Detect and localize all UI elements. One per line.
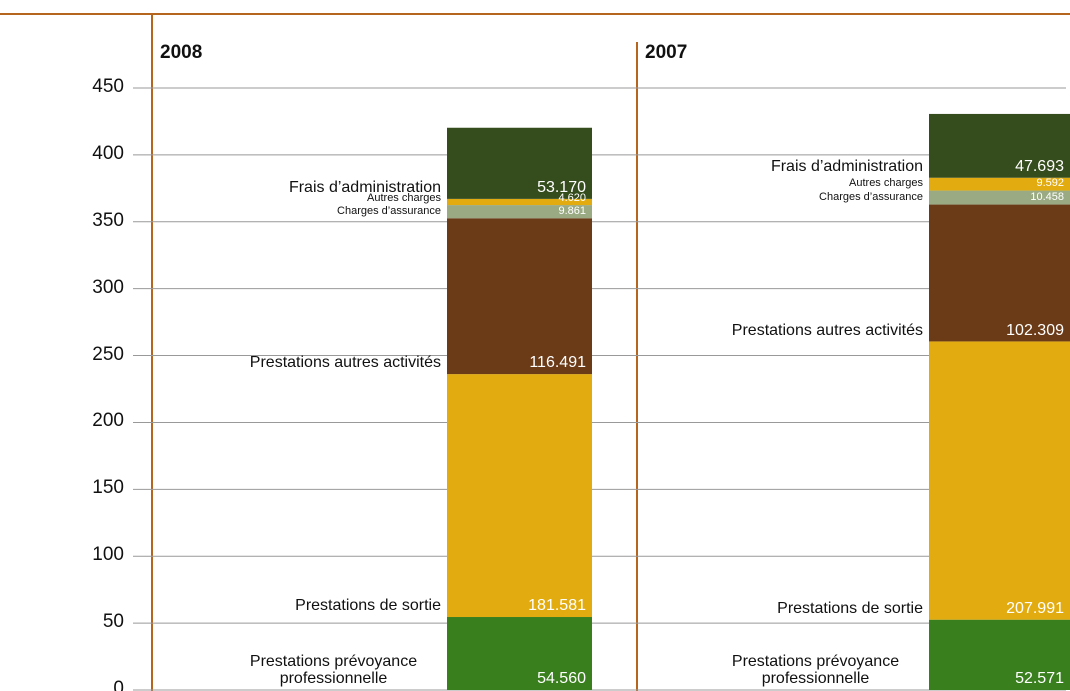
bar-segment <box>929 177 1070 191</box>
y-tick-label: 350 <box>92 209 124 231</box>
value-label: 102.309 <box>1006 321 1064 339</box>
y-tick-label: 200 <box>92 410 124 432</box>
bar-segment <box>447 198 592 206</box>
bar-segment <box>929 341 1070 620</box>
value-label: 4.620 <box>558 191 586 204</box>
segment-label: Charges d’assurance <box>819 191 923 204</box>
value-label: 9.592 <box>1036 177 1064 190</box>
value-label: 207.991 <box>1006 599 1064 617</box>
panel-title: 2007 <box>645 42 688 63</box>
segment-label: Charges d’assurance <box>337 204 441 217</box>
value-label: 52.571 <box>1015 670 1064 688</box>
y-tick-label: 100 <box>92 544 124 566</box>
segment-label: Frais d’administration <box>770 157 923 175</box>
bar-segment <box>447 374 592 618</box>
segment-label: Autres charges <box>849 177 923 190</box>
segment-label: Prestations autres activités <box>249 354 441 372</box>
bar-segment <box>929 204 1070 342</box>
y-tick-label: 450 <box>92 76 124 97</box>
value-label: 181.581 <box>528 597 586 615</box>
segment-label: Prestations de sortie <box>777 599 923 617</box>
segment-label: Autres charges <box>367 191 441 204</box>
segment-label: Prestations prévoyance professionnelle <box>249 653 418 688</box>
bar-segment <box>447 617 592 690</box>
value-label: 54.560 <box>537 670 586 688</box>
y-tick-label: 150 <box>92 477 124 499</box>
y-tick-label: 300 <box>92 276 124 298</box>
bar-segment <box>929 113 1070 178</box>
bar-segment <box>447 218 592 375</box>
y-tick-label: 250 <box>92 343 124 365</box>
value-label: 53.170 <box>537 179 586 197</box>
value-label: 47.693 <box>1015 157 1064 175</box>
value-label: 10.458 <box>1030 191 1064 204</box>
y-tick-label: 0 <box>113 678 124 691</box>
y-tick-label: 50 <box>102 611 124 633</box>
value-label: 116.491 <box>529 354 586 372</box>
bar-segment <box>929 190 1070 205</box>
segment-label: Prestations de sortie <box>295 597 441 615</box>
segment-label: Prestations autres activités <box>731 321 923 339</box>
bar-segment <box>447 205 592 219</box>
bar-segment <box>929 619 1070 690</box>
segment-label: Prestations prévoyance professionnelle <box>731 653 900 688</box>
panel-title: 2008 <box>160 42 203 63</box>
value-label: 9.861 <box>558 204 586 217</box>
y-tick-label: 400 <box>92 142 124 164</box>
bar-segment <box>447 127 592 199</box>
segment-label: Frais d’administration <box>288 179 441 197</box>
